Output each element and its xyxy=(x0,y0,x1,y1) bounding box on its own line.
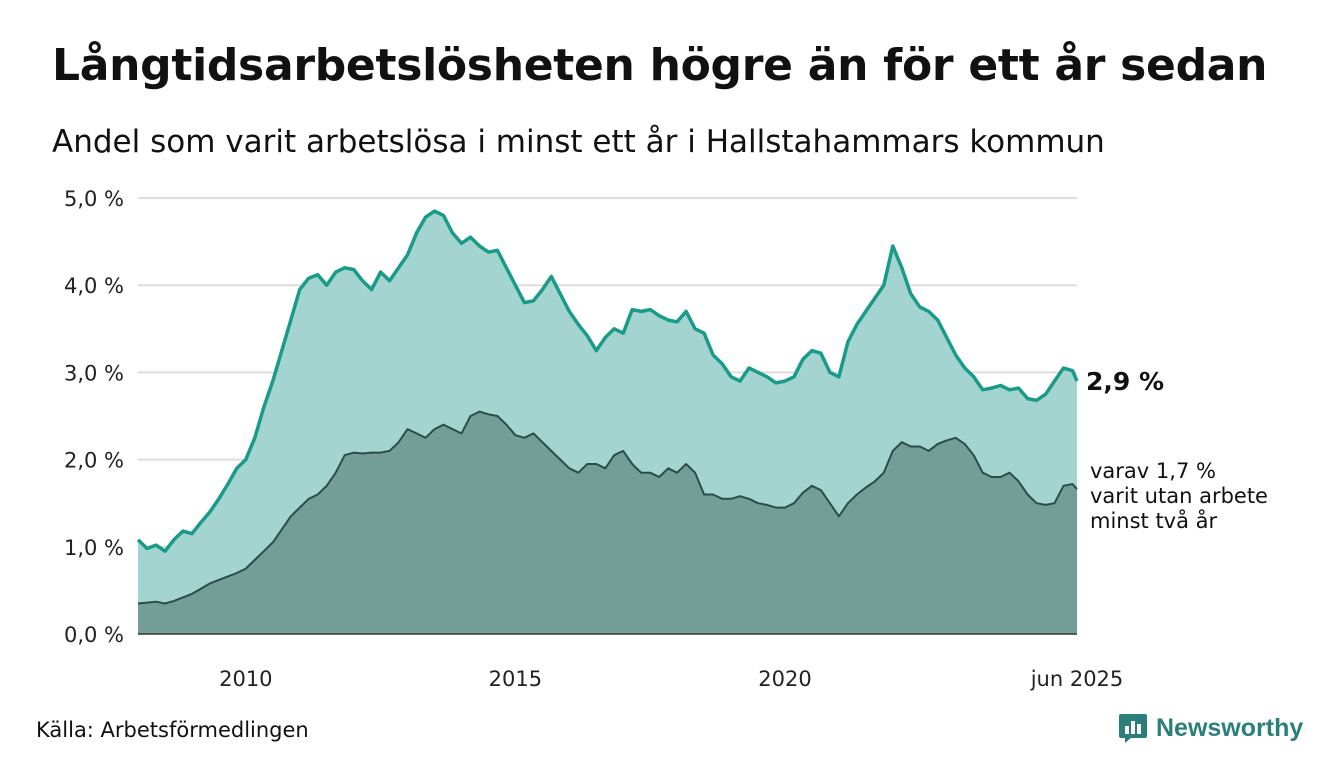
x-tick-label: 2015 xyxy=(489,667,542,691)
x-axis-tick-labels: 2010 2015 2020 jun 2025 xyxy=(219,667,1123,691)
area-chart: 0,0 %1,0 %2,0 %3,0 %4,0 %5,0 % 2010 2015 2… xyxy=(64,187,1268,691)
newsworthy-logo-icon xyxy=(1119,714,1147,743)
brand-logo: Newsworthy xyxy=(1118,712,1303,744)
x-tick-label: jun 2025 xyxy=(1030,667,1124,691)
y-tick-label: 1,0 % xyxy=(64,536,124,560)
y-tick-label: 2,0 % xyxy=(64,449,124,473)
line-series-1 xyxy=(136,209,1079,553)
area-series xyxy=(138,211,1077,634)
source-credit: Källa: Arbetsförmedlingen xyxy=(36,718,309,742)
area-fill-series-2 xyxy=(138,411,1077,634)
y-tick-label: 3,0 % xyxy=(64,361,124,385)
chart-subtitle: Andel som varit arbetslösa i minst ett å… xyxy=(52,124,1105,160)
sub-series-annotation: varav 1,7 % xyxy=(1090,459,1216,483)
chart-title: Långtidsarbetslösheten högre än för ett … xyxy=(52,40,1268,91)
sub-series-annotation: varit utan arbete xyxy=(1090,484,1268,508)
line-series xyxy=(136,209,1079,605)
sub-series-annotation: minst två år xyxy=(1090,508,1218,533)
x-tick-label: 2020 xyxy=(758,667,811,691)
y-axis-tick-labels: 0,0 % 1,0 % 2,0 % 3,0 % 4,0 % 5,0 % xyxy=(64,187,124,647)
y-tick-label: 0,0 % xyxy=(64,623,124,647)
x-tick-label: 2010 xyxy=(219,667,272,691)
end-value-label: 2,9 % xyxy=(1086,367,1164,396)
y-tick-label: 5,0 % xyxy=(64,187,124,211)
line-series-2 xyxy=(137,410,1078,605)
y-tick-label: 4,0 % xyxy=(64,274,124,298)
brand-name: Newsworthy xyxy=(1156,713,1304,742)
